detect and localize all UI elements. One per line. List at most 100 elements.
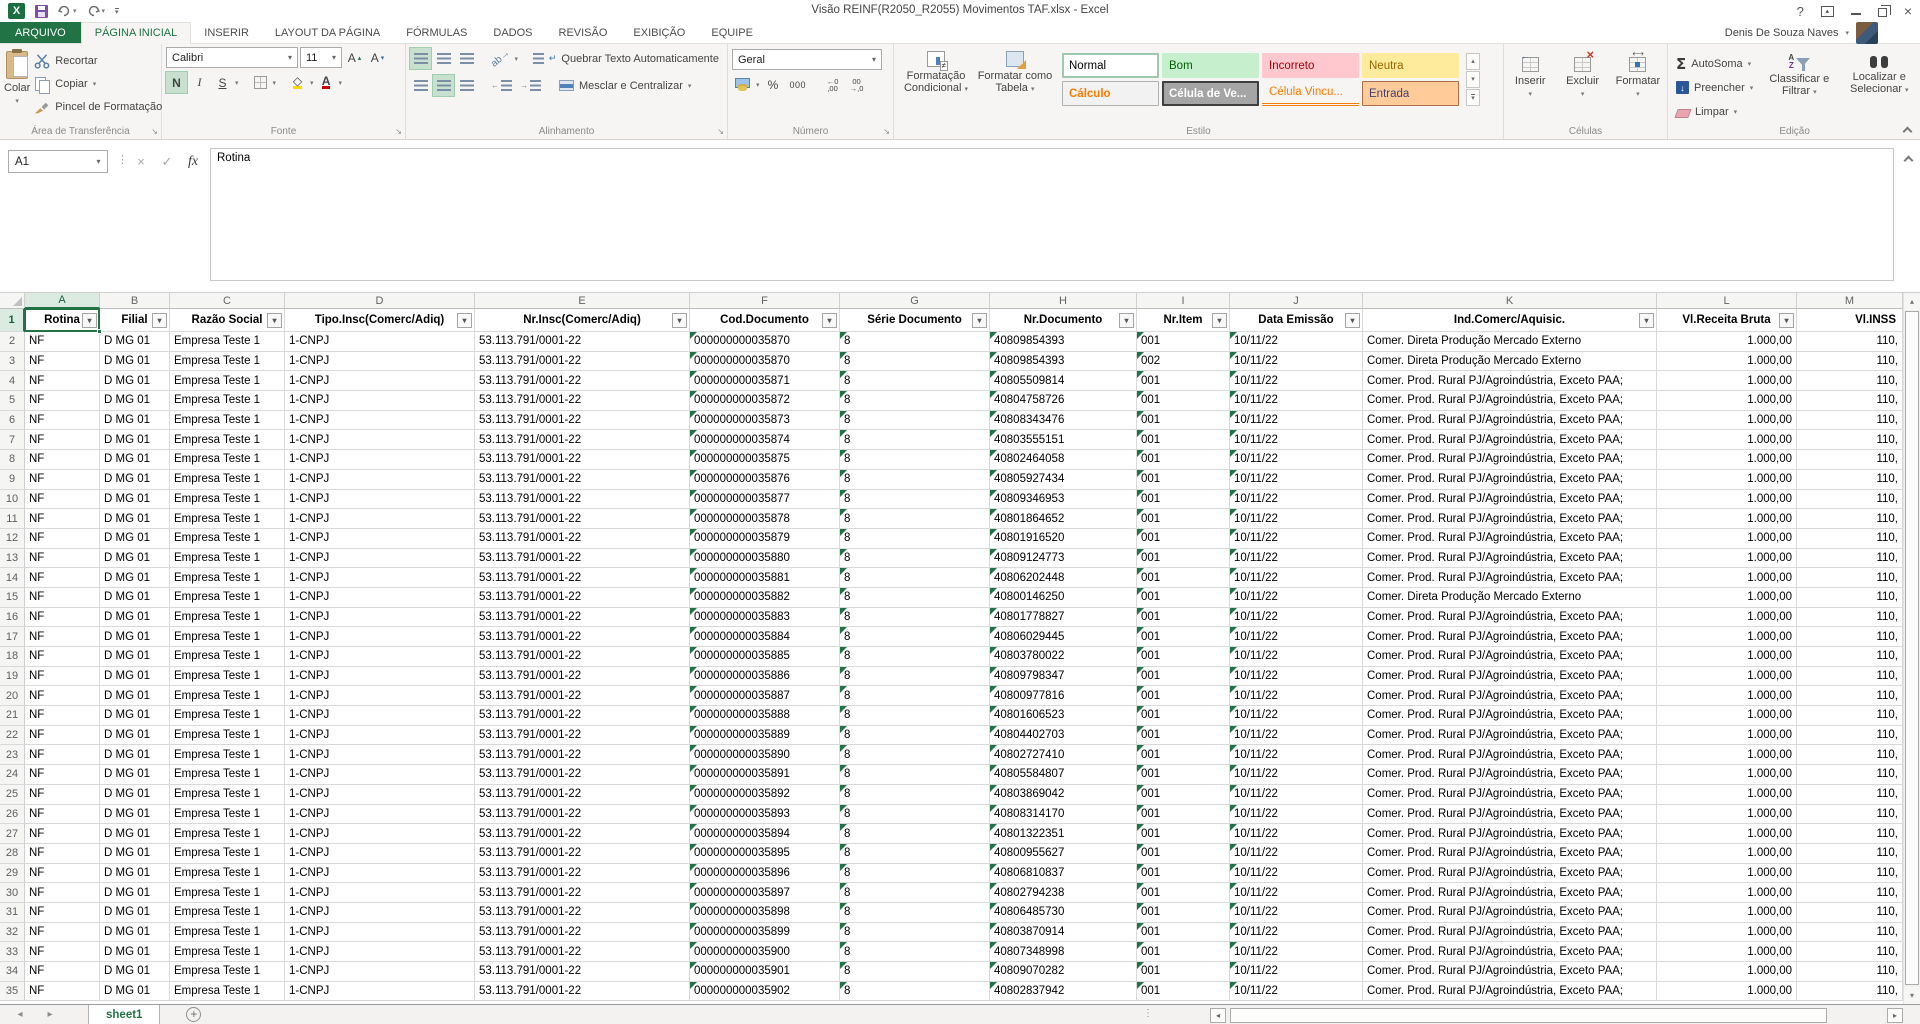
tab-dados[interactable]: DADOS <box>493 26 533 39</box>
cell-E18[interactable]: 53.113.791/0001-22 <box>475 647 690 667</box>
account-dropdown-icon[interactable]: ▾ <box>1845 29 1849 37</box>
cell-G33[interactable]: 8 <box>840 942 990 962</box>
cell-G18[interactable]: 8 <box>840 647 990 667</box>
cell-J6[interactable]: 10/11/22 <box>1230 410 1363 431</box>
cell-M22[interactable]: 110, <box>1797 725 1903 746</box>
cell-A16[interactable]: NF <box>25 607 100 628</box>
borders-button[interactable] <box>250 72 271 93</box>
cell-B26[interactable]: D MG 01 <box>100 804 170 825</box>
cell-B16[interactable]: D MG 01 <box>100 607 170 628</box>
cell-J26[interactable]: 10/11/22 <box>1230 804 1363 825</box>
cell-D33[interactable]: 1-CNPJ <box>285 942 475 962</box>
filter-button-K[interactable]: ▾ <box>1639 313 1654 328</box>
cell-E9[interactable]: 53.113.791/0001-22 <box>475 469 690 490</box>
cell-G5[interactable]: 8 <box>840 391 990 411</box>
cell-A18[interactable]: NF <box>25 647 100 667</box>
cell-A9[interactable]: NF <box>25 469 100 490</box>
row-header-13[interactable]: 13 <box>0 548 25 569</box>
cell-I35[interactable]: 001 <box>1137 981 1230 1002</box>
cell-F31[interactable]: 000000000035898 <box>690 902 840 923</box>
align-top-button[interactable] <box>409 47 432 70</box>
cell-F20[interactable]: 000000000035887 <box>690 686 840 707</box>
cell-H17[interactable]: 40806029445 <box>990 627 1137 647</box>
cell-C35[interactable]: Empresa Teste 1 <box>170 981 285 1002</box>
cell-I21[interactable]: 001 <box>1137 706 1230 726</box>
cell-H3[interactable]: 40809854393 <box>990 351 1137 372</box>
cell-F24[interactable]: 000000000035891 <box>690 765 840 785</box>
filter-button-H[interactable]: ▾ <box>1119 313 1134 328</box>
cell-J27[interactable]: 10/11/22 <box>1230 824 1363 844</box>
cell-H4[interactable]: 40805509814 <box>990 371 1137 392</box>
cell-B2[interactable]: D MG 01 <box>100 332 170 352</box>
cell-C4[interactable]: Empresa Teste 1 <box>170 371 285 392</box>
cell-F28[interactable]: 000000000035895 <box>690 843 840 864</box>
cell-D18[interactable]: 1-CNPJ <box>285 647 475 667</box>
cell-E7[interactable]: 53.113.791/0001-22 <box>475 430 690 451</box>
cell-L8[interactable]: 1.000,00 <box>1657 450 1797 470</box>
cell-K13[interactable]: Comer. Prod. Rural PJ/Agroindústria, Exc… <box>1363 548 1657 569</box>
cell-L4[interactable]: 1.000,00 <box>1657 371 1797 392</box>
cell-D34[interactable]: 1-CNPJ <box>285 962 475 982</box>
cell-H16[interactable]: 40801778827 <box>990 607 1137 628</box>
cell-G30[interactable]: 8 <box>840 883 990 903</box>
cell-M26[interactable]: 110, <box>1797 804 1903 825</box>
decrease-decimal-button[interactable]: 00 →,0 <box>846 74 867 95</box>
cell-M30[interactable]: 110, <box>1797 883 1903 903</box>
cell-B35[interactable]: D MG 01 <box>100 981 170 1002</box>
style-incorreto[interactable]: Incorreto <box>1262 53 1359 78</box>
increase-font-button[interactable]: A ▴ <box>347 50 362 65</box>
cell-K5[interactable]: Comer. Prod. Rural PJ/Agroindústria, Exc… <box>1363 391 1657 411</box>
cell-B14[interactable]: D MG 01 <box>100 568 170 588</box>
customize-qat-icon[interactable]: ▾ <box>115 7 119 16</box>
cell-H8[interactable]: 40802464058 <box>990 450 1137 470</box>
tab-arquivo[interactable]: ARQUIVO <box>0 22 81 43</box>
cell-K16[interactable]: Comer. Prod. Rural PJ/Agroindústria, Exc… <box>1363 607 1657 628</box>
cell-J19[interactable]: 10/11/22 <box>1230 666 1363 687</box>
cell-D2[interactable]: 1-CNPJ <box>285 332 475 352</box>
cell-K21[interactable]: Comer. Prod. Rural PJ/Agroindústria, Exc… <box>1363 706 1657 726</box>
sheet-nav-left-icon[interactable]: ◂ <box>17 1009 23 1020</box>
cell-E35[interactable]: 53.113.791/0001-22 <box>475 981 690 1002</box>
cell-G12[interactable]: 8 <box>840 528 990 549</box>
cell-G8[interactable]: 8 <box>840 450 990 470</box>
row-header-22[interactable]: 22 <box>0 725 25 746</box>
scroll-up-icon[interactable]: ▴ <box>1904 293 1920 310</box>
cell-I12[interactable]: 001 <box>1137 528 1230 549</box>
cell-G31[interactable]: 8 <box>840 902 990 923</box>
header-cell-D[interactable]: Tipo.Insc(Comerc/Adiq) ▾ <box>285 309 475 332</box>
close-icon[interactable]: × <box>1903 3 1912 19</box>
cell-H19[interactable]: 40809798347 <box>990 666 1137 687</box>
cell-K6[interactable]: Comer. Prod. Rural PJ/Agroindústria, Exc… <box>1363 410 1657 431</box>
account-area[interactable]: Denis De Souza Naves ▾ <box>1725 21 1920 44</box>
style-calculo[interactable]: Cálculo <box>1062 81 1159 106</box>
cell-I6[interactable]: 001 <box>1137 410 1230 431</box>
cell-D24[interactable]: 1-CNPJ <box>285 765 475 785</box>
ribbon-display-options-icon[interactable]: ▴ <box>1820 5 1834 17</box>
row-header-24[interactable]: 24 <box>0 765 25 785</box>
cell-J24[interactable]: 10/11/22 <box>1230 765 1363 785</box>
cell-F3[interactable]: 000000000035870 <box>690 351 840 372</box>
cell-J12[interactable]: 10/11/22 <box>1230 528 1363 549</box>
cell-I13[interactable]: 001 <box>1137 548 1230 569</box>
cell-A19[interactable]: NF <box>25 666 100 687</box>
cell-I9[interactable]: 001 <box>1137 469 1230 490</box>
cell-F27[interactable]: 000000000035894 <box>690 824 840 844</box>
cell-L9[interactable]: 1.000,00 <box>1657 469 1797 490</box>
cell-I5[interactable]: 001 <box>1137 391 1230 411</box>
cell-G24[interactable]: 8 <box>840 765 990 785</box>
header-cell-K[interactable]: Ind.Comerc/Aquisic. ▾ <box>1363 309 1657 332</box>
row-header-12[interactable]: 12 <box>0 528 25 549</box>
cell-J15[interactable]: 10/11/22 <box>1230 587 1363 608</box>
cell-K14[interactable]: Comer. Prod. Rural PJ/Agroindústria, Exc… <box>1363 568 1657 588</box>
cell-B18[interactable]: D MG 01 <box>100 647 170 667</box>
cell-G21[interactable]: 8 <box>840 706 990 726</box>
cell-A15[interactable]: NF <box>25 587 100 608</box>
cell-M18[interactable]: 110, <box>1797 647 1903 667</box>
cell-J2[interactable]: 10/11/22 <box>1230 332 1363 352</box>
cell-B17[interactable]: D MG 01 <box>100 627 170 647</box>
cell-C17[interactable]: Empresa Teste 1 <box>170 627 285 647</box>
cell-G32[interactable]: 8 <box>840 922 990 943</box>
cell-A3[interactable]: NF <box>25 351 100 372</box>
cell-L19[interactable]: 1.000,00 <box>1657 666 1797 687</box>
cell-D29[interactable]: 1-CNPJ <box>285 863 475 884</box>
